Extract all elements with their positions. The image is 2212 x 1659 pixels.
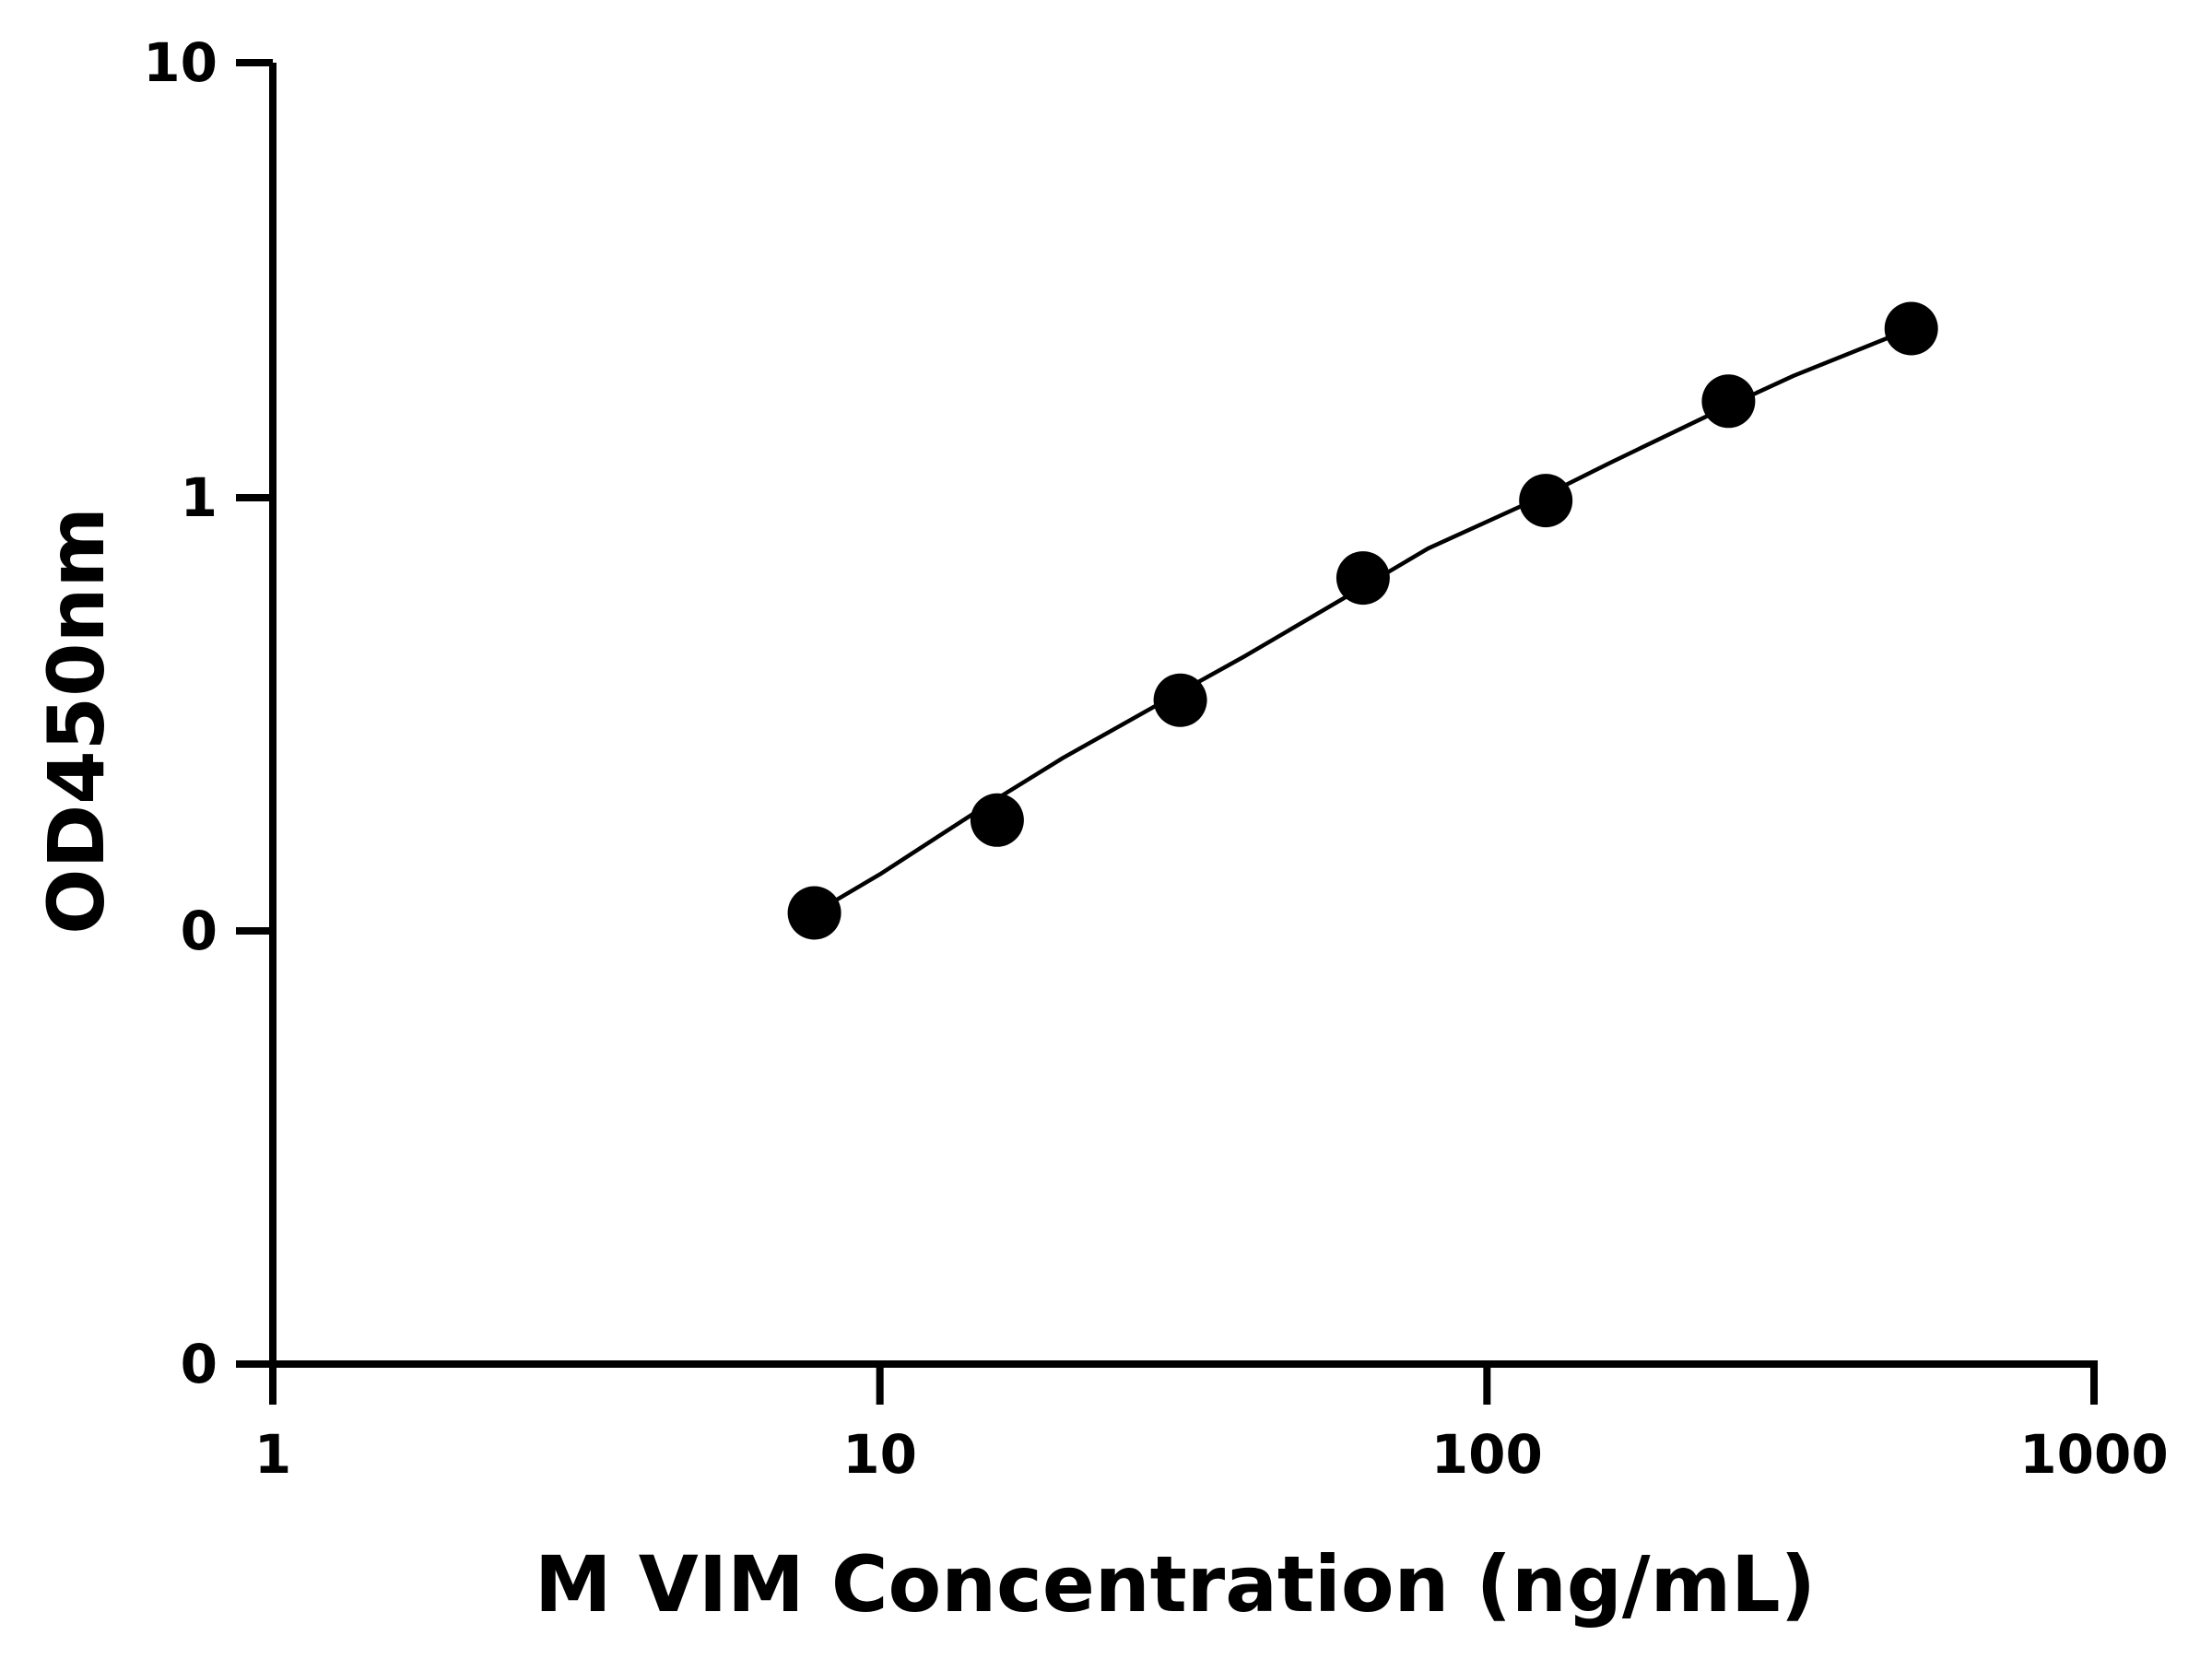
y-tick-label: 0 [181,900,218,962]
x-tick-label: 100 [1431,1423,1543,1486]
data-point [1519,474,1573,528]
x-tick-label: 1 [254,1423,291,1486]
data-point [1153,673,1207,727]
axes-layer [269,63,2098,1368]
x-tick-label: 1000 [2019,1423,2168,1486]
y-axis-title: OD450nm [31,507,122,935]
x-axis-title: M VIM Concentration (ng/mL) [535,1539,1816,1630]
data-point [787,886,841,940]
y-tick-label: 10 [143,31,218,94]
y-tick-label: 0 [181,1333,218,1395]
data-point [1884,301,1938,356]
y-tick-label: 1 [181,466,218,529]
data-points-layer [787,301,1938,940]
data-point [1335,551,1390,606]
data-point [970,793,1024,847]
data-point [1701,374,1756,429]
x-tick-label: 10 [842,1423,917,1486]
